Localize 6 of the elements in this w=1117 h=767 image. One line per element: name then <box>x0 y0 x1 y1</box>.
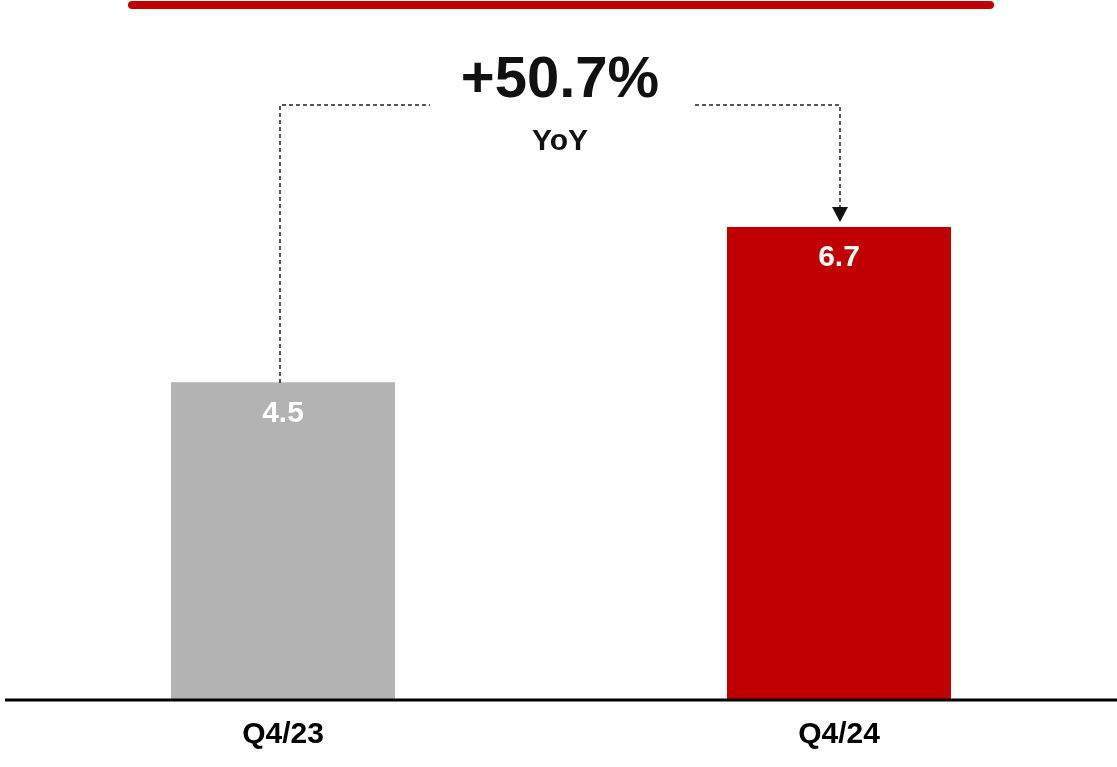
text: YoY <box>530 122 590 158</box>
text: +50.7% <box>459 43 661 111</box>
x-tick-label: Q4/24 <box>798 716 881 750</box>
data-label: 4.5 <box>262 394 304 428</box>
data-label: 6.7 <box>818 239 860 273</box>
x-tick-label: Q4/23 <box>242 716 324 750</box>
